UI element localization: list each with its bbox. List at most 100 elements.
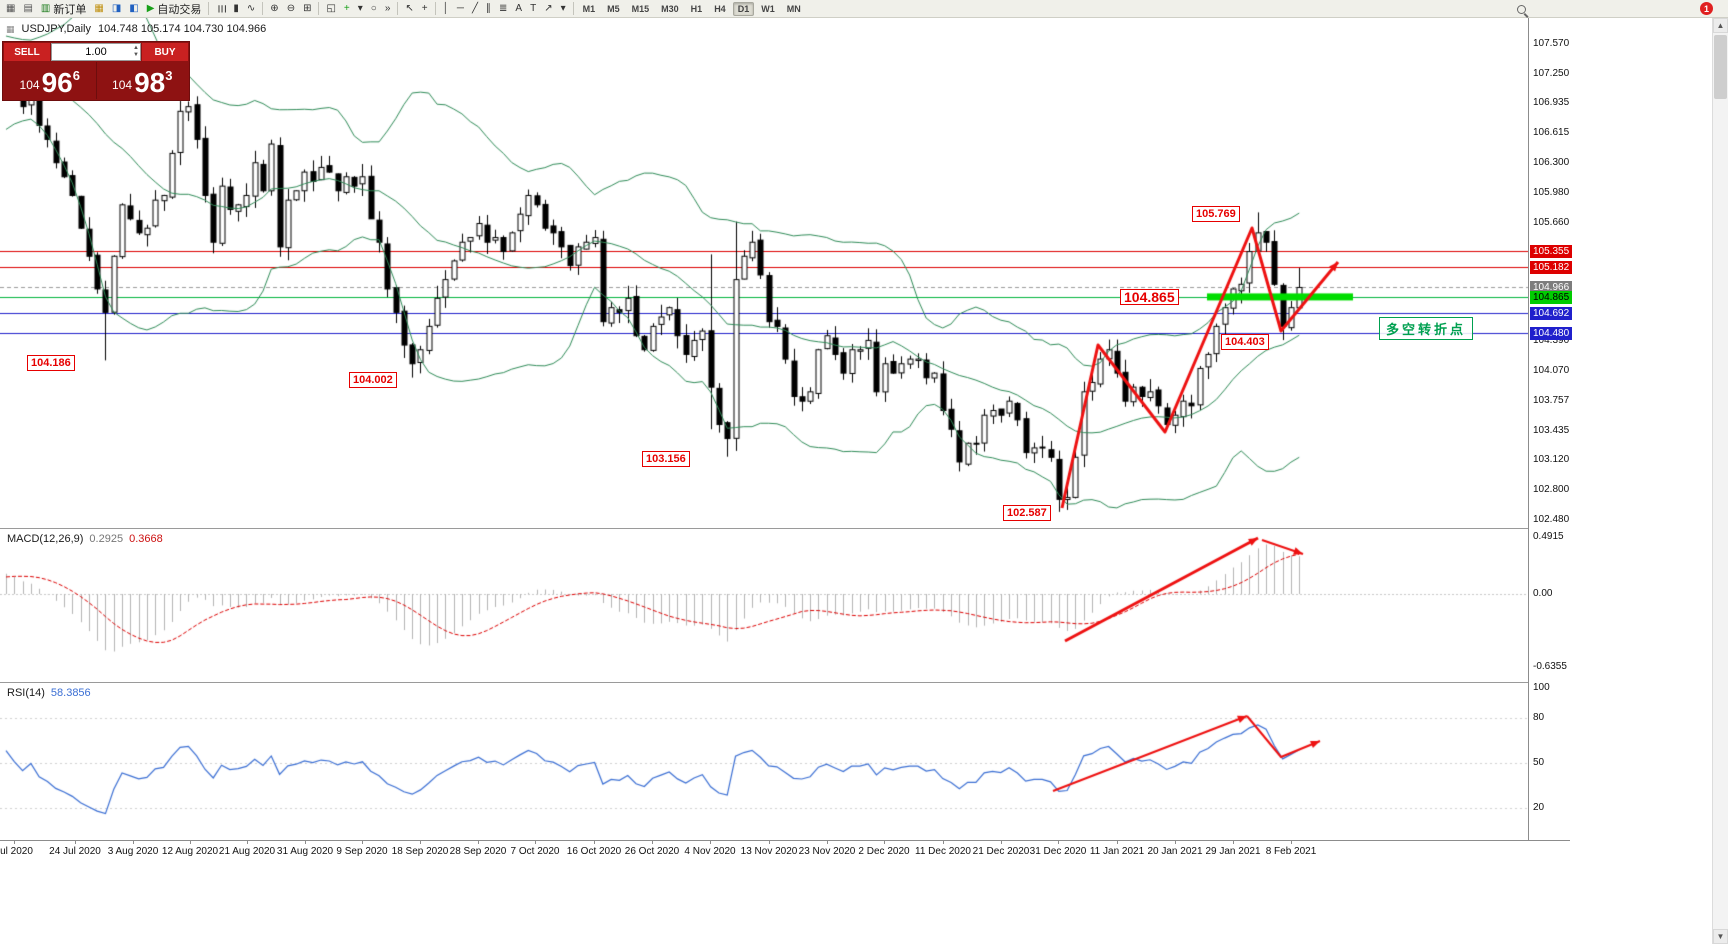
price-label-annotation[interactable]: 102.587 (1003, 505, 1051, 521)
price-axis-label: 104.070 (1533, 365, 1570, 377)
timeframe-mn-button[interactable]: MN (786, 3, 801, 14)
scroll-down-button[interactable]: ▼ (1713, 929, 1728, 944)
date-tick (1001, 841, 1002, 844)
date-label: 9 Sep 2020 (336, 846, 388, 857)
timeframe-h4-button[interactable]: H4 (714, 3, 726, 14)
new-chart-button[interactable]: ▦ (2, 1, 19, 17)
date-label: 8 Feb 2021 (1265, 846, 1317, 857)
price-chart-canvas[interactable] (0, 18, 1528, 528)
new-order-icon: ▥ (40, 2, 51, 14)
sell-price-display[interactable]: 104 96 6 (4, 62, 96, 99)
navigator-button[interactable]: ◧ (125, 1, 142, 17)
channel-button[interactable]: ∥ (482, 1, 495, 17)
timeframe-m1-button[interactable]: M1 (582, 3, 596, 14)
chart-bars-button[interactable]: ☰ (212, 1, 229, 17)
sell-button[interactable]: SELL (4, 43, 50, 61)
date-label: 28 Sep 2020 (449, 846, 507, 857)
volume-input[interactable]: 1.00 ▲ ▼ (51, 43, 141, 61)
text-button[interactable]: A (511, 1, 526, 17)
price-label-annotation[interactable]: 104.002 (349, 372, 397, 388)
cursor-icon: ↖ (405, 2, 414, 14)
pane-separator[interactable] (0, 528, 1570, 529)
chart-profiles-button[interactable]: ▤ (19, 1, 36, 17)
rsi-axis-label: 50 (1533, 757, 1545, 768)
timeframe-d1-button[interactable]: D1 (732, 1, 755, 16)
price-label-annotation[interactable]: 104.865 (1120, 289, 1179, 305)
rsi-value: 58.3856 (50, 687, 91, 699)
timeframe-m5-button[interactable]: M5 (607, 3, 620, 14)
chart-shift-button[interactable]: » (381, 1, 395, 17)
pane-separator[interactable] (0, 682, 1570, 683)
sell-price-figure: 104 (19, 78, 40, 92)
macd-indicator-canvas[interactable] (0, 530, 1528, 682)
notification-badge[interactable]: 1 (1700, 2, 1713, 15)
vertical-scrollbar[interactable]: ▲ ▼ (1712, 18, 1728, 944)
date-tick (1233, 841, 1234, 844)
buy-button[interactable]: BUY (142, 43, 188, 61)
shapes-dropdown-button[interactable]: ▾ (557, 1, 570, 17)
indicator-list-button[interactable]: ▾ (354, 1, 367, 17)
vertical-line-icon: │ (442, 2, 449, 14)
zoom-in-button[interactable]: ⊕ (266, 1, 282, 17)
volume-stepper[interactable]: ▲ ▼ (133, 45, 139, 59)
timeframe-h1-button[interactable]: H1 (690, 3, 703, 14)
tile-windows-button[interactable]: ⊞ (299, 1, 315, 17)
ohlc-values: 104.748 105.174 104.730 104.966 (98, 23, 267, 35)
data-window-button[interactable]: ◨ (108, 1, 125, 17)
new-window-button[interactable]: ◱ (322, 1, 339, 17)
search-button[interactable] (1512, 2, 1533, 18)
auto-trading-button[interactable]: ▶ 自动交易 (143, 1, 206, 17)
zoom-out-button[interactable]: ⊖ (283, 1, 299, 17)
chart-bars-icon: ☰ (215, 4, 227, 13)
price-label-annotation[interactable]: 105.769 (1192, 206, 1240, 222)
add-indicator-icon: + (343, 2, 350, 14)
buy-price-display[interactable]: 104 98 3 (95, 62, 189, 99)
scroll-up-button[interactable]: ▲ (1713, 18, 1728, 33)
price-axis-badge: 104.480 (1530, 326, 1573, 340)
cursor-button[interactable]: ↖ (401, 1, 417, 17)
market-watch-button[interactable]: ▦ (90, 1, 107, 17)
turning-point-note[interactable]: 多空转折点 (1379, 317, 1474, 340)
period-menu-button[interactable]: ○ (367, 1, 381, 17)
horizontal-line-button[interactable]: ─ (453, 1, 468, 17)
price-label-annotation[interactable]: 104.403 (1221, 334, 1269, 350)
price-axis: 107.570 107.250 106.935 106.615 106.300 105.9… (1528, 18, 1592, 840)
date-label: 3 Aug 2020 (107, 846, 159, 857)
chart-shift-icon: » (384, 2, 391, 14)
date-tick (1291, 841, 1292, 844)
vertical-line-button[interactable]: │ (439, 1, 453, 17)
scrollbar-thumb[interactable] (1714, 35, 1727, 99)
price-label-annotation[interactable]: 104.186 (27, 355, 75, 371)
price-label-annotation[interactable]: 103.156 (642, 451, 690, 467)
date-tick (535, 841, 536, 844)
fibonacci-button[interactable]: ≣ (495, 1, 511, 17)
rsi-indicator-canvas[interactable] (0, 684, 1528, 840)
trendline-button[interactable]: ╱ (468, 1, 482, 17)
price-axis-badge: 105.355 (1530, 245, 1573, 259)
volume-down-icon[interactable]: ▼ (133, 52, 139, 58)
crosshair-button[interactable]: + (418, 1, 432, 17)
timeframe-m30-button[interactable]: M30 (661, 3, 679, 14)
date-label: 29 Jan 2021 (1205, 846, 1261, 857)
add-indicator-button[interactable]: + (340, 1, 354, 17)
data-window-icon: ◨ (111, 2, 122, 14)
auto-trading-icon: ▶ (146, 2, 155, 14)
volume-up-icon[interactable]: ▲ (133, 45, 139, 51)
toolbar-separator (208, 2, 210, 15)
chart-line-button[interactable]: ∿ (243, 1, 259, 17)
date-tick (247, 841, 248, 844)
text-label-button[interactable]: T (526, 1, 540, 17)
chart-candles-button[interactable]: ▮ (229, 1, 243, 17)
date-label: 23 Nov 2020 (798, 846, 856, 857)
shapes-button[interactable]: ↗ (540, 1, 556, 17)
date-tick (652, 841, 653, 844)
timeframe-w1-button[interactable]: W1 (761, 3, 775, 14)
date-label: 21 Dec 2020 (972, 846, 1030, 857)
date-tick (827, 841, 828, 844)
date-tick (420, 841, 421, 844)
timeframe-m15-button[interactable]: M15 (631, 3, 650, 14)
date-label: 20 Jan 2021 (1147, 846, 1203, 857)
price-axis-label: 105.980 (1533, 186, 1570, 198)
new-order-button[interactable]: ▥ 新订单 (37, 1, 90, 17)
toolbar: ▦ ▤ ▥ 新订单 ▦ ◨ ◧ ▶ 自动交易 ☰ ▮ ∿ ⊕ ⊖ ⊞ ◱ + ▾ ○ » ↖ + │ ─ ╱ ∥ ≣ A T ↗ ▾ M1 M5… (0, 0, 1728, 18)
